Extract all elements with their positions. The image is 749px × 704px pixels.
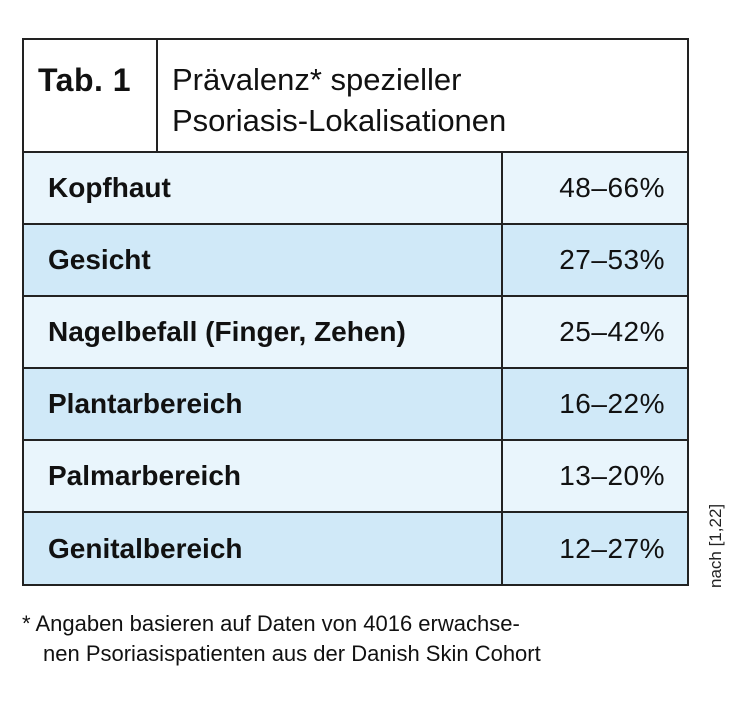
- row-prevalence: 12–27%: [559, 532, 665, 564]
- row-location: Nagelbefall (Finger, Zehen): [24, 297, 503, 367]
- table-row: Palmarbereich 13–20%: [24, 441, 687, 513]
- row-prevalence: 48–66%: [559, 172, 665, 203]
- table-title-line-1: Prävalenz* spezieller: [172, 62, 462, 97]
- table-title-line-2: Psoriasis-Lokalisationen: [172, 103, 507, 138]
- footnote: * Angaben basieren auf Daten von 4016 er…: [22, 609, 722, 669]
- footnote-line-2: nen Psoriasispatienten aus der Danish Sk…: [43, 641, 541, 666]
- row-location: Gesicht: [24, 225, 503, 295]
- table-row: Kopfhaut 48–66%: [24, 153, 687, 225]
- source-reference: nach [1,22]: [706, 503, 725, 588]
- footnote-line-1: * Angaben basieren auf Daten von 4016 er…: [22, 611, 520, 636]
- table-title: Prävalenz* spezieller Psoriasis-Lokalisa…: [158, 40, 687, 151]
- table-row: Nagelbefall (Finger, Zehen) 25–42%: [24, 297, 687, 369]
- prevalence-table: Tab. 1 Prävalenz* spezieller Psoriasis-L…: [22, 38, 689, 586]
- row-location: Kopfhaut: [24, 153, 503, 223]
- row-location: Palmarbereich: [24, 441, 503, 511]
- table-header: Tab. 1 Prävalenz* spezieller Psoriasis-L…: [24, 40, 687, 153]
- row-prevalence: 27–53%: [559, 244, 665, 275]
- table-row: Gesicht 27–53%: [24, 225, 687, 297]
- table-number: Tab. 1: [24, 40, 158, 151]
- row-prevalence: 25–42%: [559, 316, 665, 347]
- table-row: Genitalbereich 12–27%: [24, 513, 687, 584]
- row-prevalence: 16–22%: [559, 388, 665, 419]
- row-prevalence: 13–20%: [559, 460, 665, 491]
- row-location: Genitalbereich: [24, 513, 503, 584]
- table-row: Plantarbereich 16–22%: [24, 369, 687, 441]
- row-location: Plantarbereich: [24, 369, 503, 439]
